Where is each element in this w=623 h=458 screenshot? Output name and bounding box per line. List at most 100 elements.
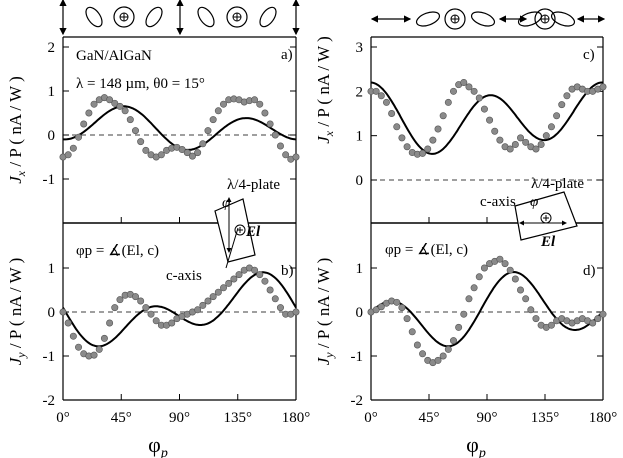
el-right: El	[540, 234, 556, 250]
data-point	[235, 271, 243, 279]
data-point	[434, 125, 442, 133]
params-label: λ = 148 µm, θ0 = 15°	[76, 76, 205, 92]
phi-p-left: φ	[222, 195, 230, 211]
data-point	[599, 310, 607, 318]
chart-panel-2: 1 0 -1 -2 Jy / P ( nA / W )	[6, 223, 300, 409]
data-point	[95, 345, 103, 353]
data-point	[209, 116, 217, 124]
data-point	[194, 149, 202, 157]
data-point	[563, 92, 571, 100]
lambda-plate-left: λ/4-plate	[227, 177, 280, 193]
data-point	[424, 145, 432, 153]
data-point	[475, 94, 483, 102]
data-point	[142, 304, 150, 312]
y-tick-label: -1	[43, 172, 56, 188]
data-point	[403, 143, 411, 151]
data-point	[157, 151, 165, 159]
y-tick-label: 0	[48, 128, 56, 144]
data-point	[266, 286, 274, 294]
data-point	[419, 350, 427, 358]
data-point	[439, 352, 447, 360]
fit-curve	[370, 81, 603, 155]
data-point	[178, 146, 186, 154]
data-point	[444, 345, 452, 353]
data-point	[398, 134, 406, 142]
x-tick-label: 0°	[56, 410, 70, 426]
data-point	[470, 87, 478, 95]
data-point	[449, 337, 457, 345]
data-point	[377, 92, 385, 100]
panel-tag-a: a)	[281, 47, 293, 63]
data-point	[506, 266, 514, 274]
panel-tag-c: c)	[583, 47, 595, 63]
data-point	[261, 109, 269, 117]
data-point	[131, 127, 139, 135]
data-point	[69, 144, 77, 152]
data-point	[256, 100, 264, 108]
y-tick-label: -1	[43, 349, 56, 365]
data-point	[266, 120, 274, 128]
data-point	[59, 308, 67, 316]
data-point	[111, 99, 119, 107]
data-point	[251, 96, 259, 104]
y-tick-label: 0	[356, 173, 364, 189]
material-label: GaN/AlGaN	[76, 48, 152, 64]
fit-curve	[63, 105, 297, 151]
polarization-strip-left	[59, 0, 300, 36]
data-point	[106, 96, 114, 104]
data-point	[271, 295, 279, 303]
lambda-plate-right: λ/4-plate	[531, 176, 584, 192]
data-point	[194, 306, 202, 314]
data-point	[480, 264, 488, 272]
phi-relation-left: φp = ∡(El, c)	[76, 243, 159, 259]
panel-tag-b: b)	[281, 263, 294, 279]
data-point	[116, 296, 124, 304]
data-point	[434, 356, 442, 364]
x-axis-label-left: φp	[148, 432, 168, 458]
data-point	[522, 295, 530, 303]
x-tick-label: 135°	[531, 410, 560, 426]
polarizer-inset-right: φ El	[514, 191, 578, 250]
data-point	[209, 293, 217, 301]
fit-curve	[370, 270, 604, 348]
x-tick-label: 45°	[419, 410, 440, 426]
x-tick-label: 180°	[589, 410, 618, 426]
data-point	[511, 141, 519, 149]
data-point	[292, 153, 300, 161]
data-point	[465, 83, 473, 91]
data-point	[121, 107, 129, 115]
data-point	[496, 136, 504, 144]
svg-text:φp: φp	[148, 432, 168, 458]
data-point	[204, 297, 212, 305]
data-point	[292, 308, 300, 316]
data-point	[429, 136, 437, 144]
data-point	[261, 277, 269, 285]
data-point	[486, 116, 494, 124]
data-point	[214, 107, 222, 115]
data-point	[393, 123, 401, 131]
data-point	[547, 123, 555, 131]
data-point	[517, 286, 525, 294]
data-point	[137, 297, 145, 305]
y-tick-label: -2	[351, 393, 364, 409]
data-point	[80, 120, 88, 128]
data-point	[465, 295, 473, 303]
data-point	[449, 87, 457, 95]
data-point	[517, 134, 525, 142]
data-point	[276, 142, 284, 150]
data-point	[537, 141, 545, 149]
data-point	[225, 279, 233, 287]
y-tick-label: 0	[356, 305, 364, 321]
data-point	[111, 304, 119, 312]
data-point	[553, 112, 561, 120]
panels: 2 1 0 -1 Jx / P ( nA / W ) 1 0 -1 -2 Jy / P ( nA …	[6, 36, 617, 426]
data-point	[558, 101, 566, 109]
data-point	[491, 127, 499, 135]
y-axis-title: Jx / P ( nA / W )	[314, 36, 336, 144]
data-point	[220, 100, 228, 108]
data-point	[214, 288, 222, 296]
data-point	[501, 260, 509, 268]
data-point	[220, 284, 228, 292]
data-point	[532, 315, 540, 323]
